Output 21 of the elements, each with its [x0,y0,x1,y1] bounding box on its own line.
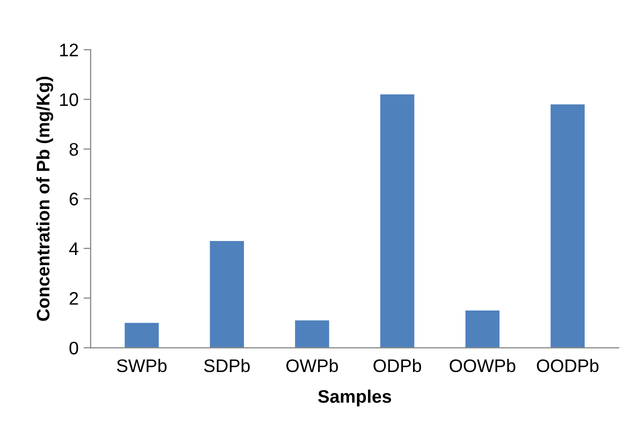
y-tick-label: 10 [60,93,78,106]
x-tick-label: OOWPb [450,358,516,372]
bar [465,310,500,348]
bar [380,94,414,348]
x-tick-label: SDPb [204,358,250,372]
x-axis-title: Samples [318,390,392,406]
y-tick-label: 8 [70,142,78,156]
y-tick-label: 12 [60,44,78,56]
bar [124,322,159,348]
x-tick-label: SWPb [116,358,167,372]
y-tick-label: 2 [70,292,78,305]
x-tick-label: OWPb [286,358,338,372]
bar [550,104,585,348]
x-tick-label: ODPb [374,358,422,372]
y-axis-title: Concentration of Pb (mg/Kg) [36,76,54,321]
bar [210,240,244,348]
bar [295,320,330,348]
x-tick-label: OODPb [536,358,598,372]
y-tick-label: 4 [69,242,78,255]
y-tick-label: 0 [69,342,78,354]
y-tick-label: 6 [70,192,78,206]
